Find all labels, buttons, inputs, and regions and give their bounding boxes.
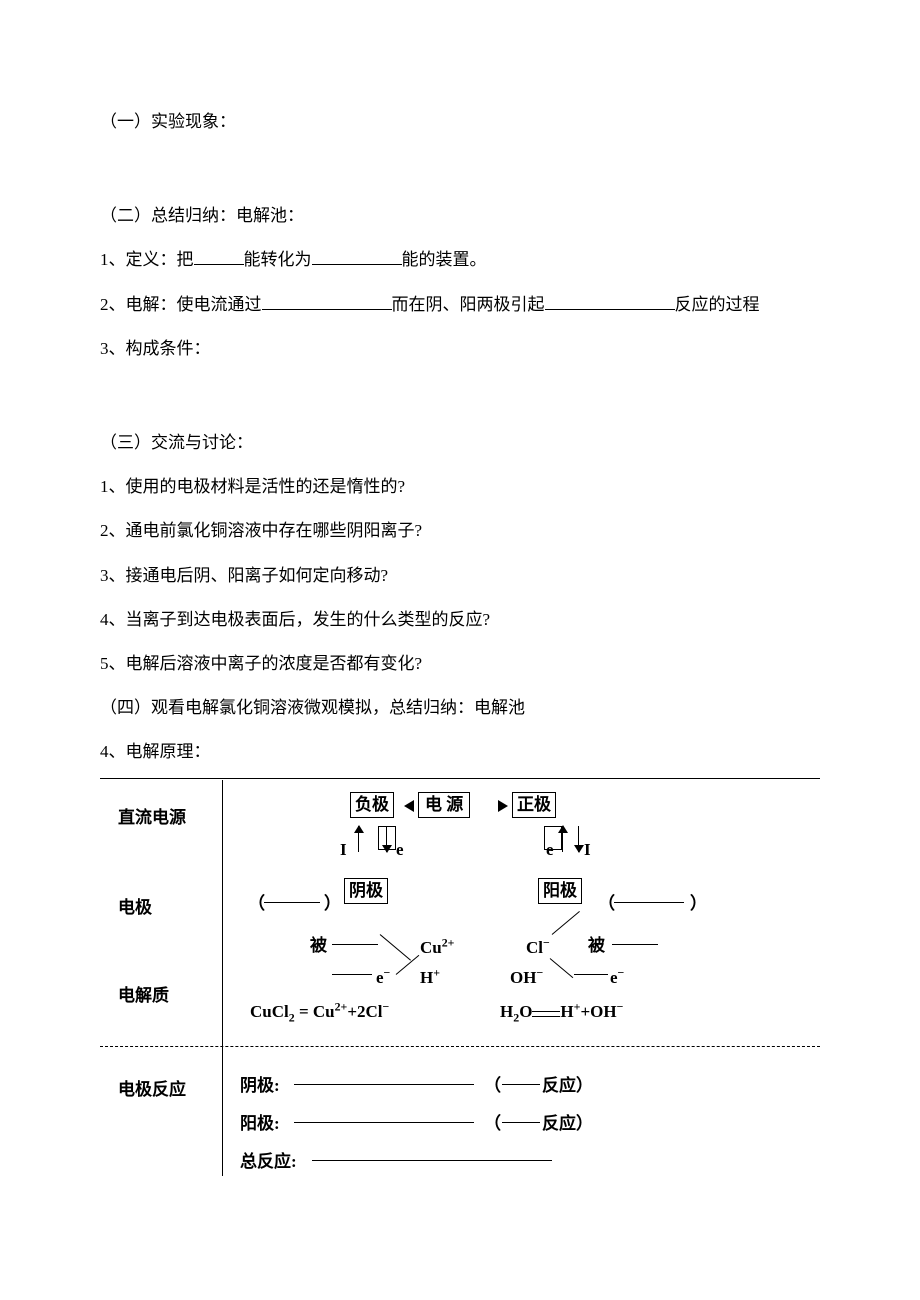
current-I-left: I (340, 828, 347, 872)
section2-q2-a: 2、电解：使电流通过 (100, 295, 262, 314)
section3-heading: （三）交流与讨论： (100, 421, 820, 465)
blank (294, 1084, 474, 1085)
current-I-right: I (584, 828, 591, 872)
section2-q2-c: 反应的过程 (675, 295, 760, 314)
up-arrow-icon (562, 826, 563, 852)
bei-left: 被 (310, 924, 327, 968)
diagonal-line (552, 911, 580, 935)
section3-q3: 3、接通电后阴、阳离子如何定向移动? (100, 554, 820, 598)
lparen: （ (484, 1102, 501, 1146)
rparen: ） (324, 882, 341, 926)
blank (262, 292, 392, 310)
up-arrow-icon (358, 826, 359, 852)
row-label-reaction: 电极反应 (118, 1068, 186, 1112)
anode-box: 阳极 (538, 878, 582, 904)
electron-e-left: e (396, 828, 404, 872)
lparen: （ (248, 882, 265, 926)
cathode-box: 阴极 (344, 878, 388, 904)
eq-h2o: H2OH++OH− (500, 990, 623, 1034)
source-box: 电 源 (418, 792, 470, 818)
electrolysis-diagram: 直流电源 电极 电解质 电极反应 负极 电 源 正极 I e e I （ ） 阴… (100, 778, 820, 1178)
row-label-electrolyte: 电解质 (118, 974, 169, 1018)
pos-pole-box: 正极 (512, 792, 556, 818)
lparen: （ (598, 882, 615, 926)
reaction-rparen: 反应） (542, 1102, 593, 1146)
blank (264, 902, 320, 903)
blank (614, 902, 684, 903)
section3-q4: 4、当离子到达电极表面后，发生的什么类型的反应? (100, 598, 820, 642)
diagram-top-border (100, 778, 820, 779)
section2-q1-b: 能转化为 (244, 250, 312, 269)
arrow-right-icon (498, 800, 508, 812)
rparen: ） (690, 882, 707, 926)
arrow-left-icon (404, 800, 414, 812)
section3-q5: 5、电解后溶液中离子的浓度是否都有变化? (100, 642, 820, 686)
electron-e-right: e (546, 828, 554, 872)
neg-pole-box: 负极 (350, 792, 394, 818)
section4-heading: （四）观看电解氯化铜溶液微观模拟，总结归纳：电解池 (100, 686, 820, 730)
down-arrow-icon (386, 826, 387, 852)
bei-right: 被 (588, 924, 605, 968)
blank (194, 247, 244, 265)
section2-heading: （二）总结归纳：电解池： (100, 194, 820, 238)
diagram-vertical-divider (222, 780, 223, 1176)
blank (502, 1084, 540, 1085)
section2-q1: 1、定义：把 能转化为 能的装置。 (100, 238, 820, 282)
blank (574, 974, 608, 975)
section2-q1-c: 能的装置。 (402, 250, 487, 269)
blank (612, 944, 658, 945)
section4-q4: 4、电解原理： (100, 730, 820, 774)
blank (332, 974, 372, 975)
diagram-dashed-divider (100, 1046, 820, 1047)
blank (312, 247, 402, 265)
section3-q1: 1、使用的电极材料是活性的还是惰性的? (100, 465, 820, 509)
row-label-electrode: 电极 (118, 886, 152, 930)
diagonal-line (550, 959, 574, 979)
blank (502, 1122, 540, 1123)
eq-cucl2: CuCl2 = Cu2++2Cl− (250, 990, 389, 1034)
total-label: 总反应: (240, 1140, 297, 1184)
row-label-power: 直流电源 (118, 796, 186, 840)
blank (312, 1160, 552, 1161)
section2-q1-a: 1、定义：把 (100, 250, 194, 269)
blank (294, 1122, 474, 1123)
section2-q2-b: 而在阴、阳两极引起 (392, 295, 545, 314)
down-arrow-icon (578, 826, 579, 852)
section2-q3: 3、构成条件： (100, 327, 820, 371)
blank (545, 292, 675, 310)
section2-q2: 2、电解：使电流通过 而在阴、阳两极引起 反应的过程 (100, 283, 820, 327)
h-plus: H+ (420, 956, 440, 1000)
section3-q2: 2、通电前氯化铜溶液中存在哪些阴阳离子? (100, 509, 820, 553)
section1-heading: （一）实验现象： (100, 100, 820, 144)
blank (332, 944, 378, 945)
